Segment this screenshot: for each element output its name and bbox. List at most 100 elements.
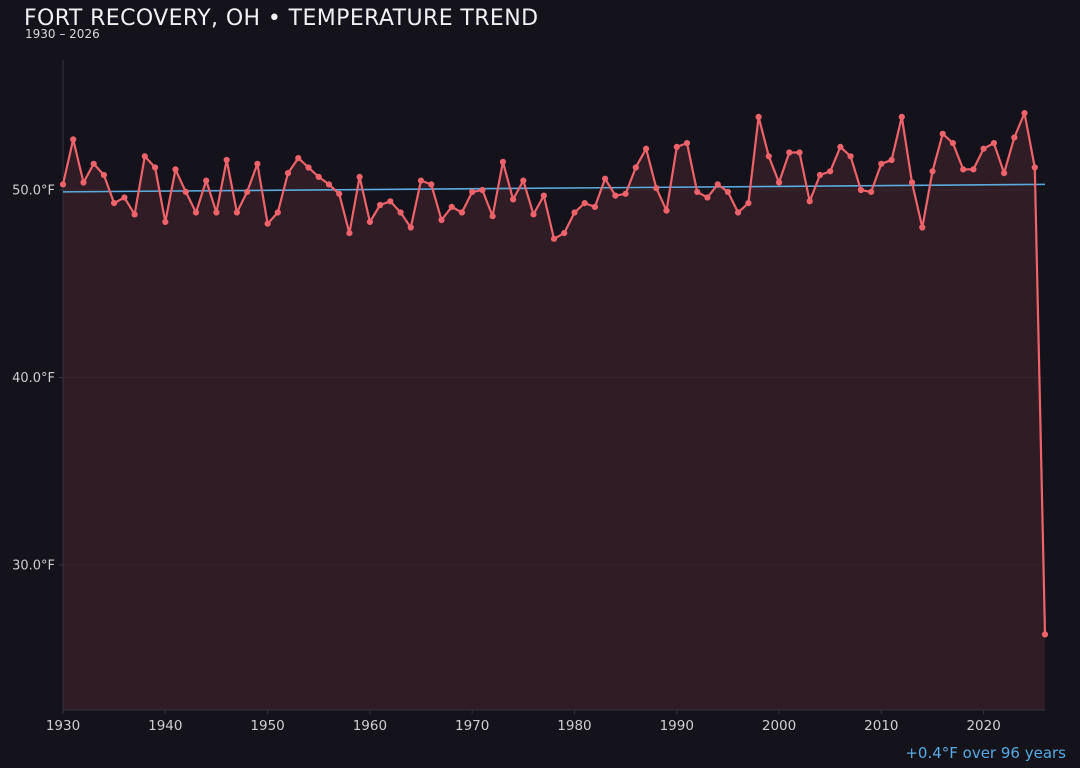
data-point: [561, 230, 568, 237]
data-point: [868, 188, 875, 195]
data-point: [990, 140, 998, 147]
data-point: [417, 177, 425, 184]
data-point: [622, 190, 629, 197]
data-point: [816, 171, 824, 179]
data-point: [172, 166, 179, 173]
page-subtitle: 1930 – 2026: [25, 27, 100, 41]
x-tick-label: 2000: [762, 718, 796, 734]
data-point: [336, 190, 343, 197]
data-point: [602, 175, 609, 182]
data-point: [438, 216, 445, 224]
data-point: [70, 136, 77, 143]
data-point: [305, 164, 312, 171]
data-point: [643, 145, 650, 152]
data-point: [775, 179, 783, 186]
data-point: [244, 188, 251, 195]
y-tick-label: 50.0°F: [12, 184, 55, 199]
trend-line: [62, 183, 1046, 193]
data-point: [1021, 110, 1028, 117]
data-point: [162, 218, 169, 225]
x-tick-label: 1940: [148, 718, 182, 734]
data-point: [233, 209, 240, 216]
page-title: FORT RECOVERY, OH • TEMPERATURE TREND: [24, 6, 539, 31]
data-point: [919, 224, 926, 231]
data-point: [509, 196, 517, 203]
data-point: [111, 200, 118, 207]
data-point: [694, 188, 701, 195]
x-tick-label: 1930: [46, 718, 80, 734]
data-point: [428, 181, 435, 188]
data-point: [489, 213, 496, 220]
data-point: [540, 192, 547, 199]
data-point: [847, 153, 854, 160]
data-point: [970, 166, 977, 173]
data-point: [90, 160, 97, 167]
data-point: [356, 173, 363, 180]
data-point: [550, 235, 558, 242]
data-point: [469, 188, 476, 195]
data-point: [80, 179, 87, 186]
trend-annotation: +0.4°F over 96 years: [905, 744, 1066, 762]
data-point: [898, 113, 905, 120]
data-point: [141, 153, 148, 160]
data-point: [346, 230, 353, 237]
data-point: [59, 181, 67, 188]
data-point: [612, 192, 619, 199]
temperature-area-fill: [63, 113, 1045, 711]
data-point: [827, 168, 834, 175]
data-point: [735, 209, 742, 216]
data-point: [131, 211, 138, 218]
data-point: [908, 179, 916, 186]
x-tick-label: 1960: [353, 718, 387, 734]
data-point: [929, 168, 936, 175]
data-point: [796, 149, 803, 156]
data-point: [1041, 631, 1049, 638]
data-point: [254, 160, 261, 167]
data-point: [857, 186, 865, 194]
data-point: [530, 211, 537, 218]
x-tick-label: 1970: [455, 718, 489, 734]
data-point: [724, 188, 732, 195]
data-point: [1031, 164, 1038, 171]
x-tick-label: 2010: [864, 718, 898, 734]
data-point: [704, 194, 711, 201]
data-point: [949, 140, 957, 147]
data-point: [755, 113, 762, 120]
data-point: [377, 201, 384, 209]
data-point: [448, 203, 455, 210]
data-point: [499, 158, 506, 165]
data-point: [888, 156, 895, 164]
data-point: [1011, 134, 1018, 141]
data-point: [387, 198, 394, 205]
data-point: [479, 186, 486, 194]
data-point: [192, 209, 200, 216]
data-point: [152, 164, 159, 171]
data-point: [960, 166, 967, 173]
data-point: [100, 171, 107, 179]
data-point: [591, 203, 599, 210]
data-point: [1001, 170, 1008, 177]
data-point: [121, 194, 128, 201]
data-point: [397, 209, 404, 216]
data-point: [878, 160, 885, 167]
data-point: [683, 140, 691, 147]
data-point: [325, 181, 333, 188]
data-point: [581, 200, 588, 207]
data-point: [765, 153, 772, 160]
y-tick-label: 30.0°F: [12, 559, 55, 574]
data-point: [714, 181, 721, 188]
x-tick-label: 2020: [966, 718, 1000, 734]
data-point: [182, 188, 189, 195]
data-point: [458, 209, 465, 216]
data-point: [980, 145, 987, 152]
x-tick-label: 1990: [660, 718, 694, 734]
data-point: [223, 156, 230, 164]
x-tick-label: 1950: [250, 718, 284, 734]
data-point: [786, 149, 793, 156]
data-point: [520, 177, 527, 184]
data-point: [366, 218, 373, 225]
y-tick-label: 40.0°F: [12, 371, 55, 386]
data-point: [274, 209, 281, 216]
